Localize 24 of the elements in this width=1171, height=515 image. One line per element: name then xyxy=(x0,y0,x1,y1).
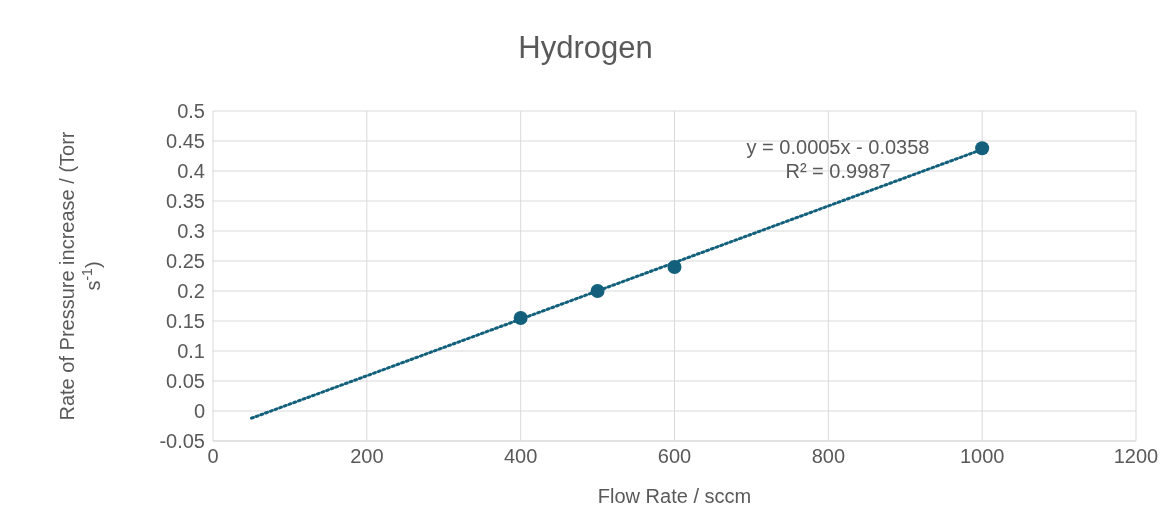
y-tick-label: 0.5 xyxy=(177,100,205,123)
x-tick-label: 600 xyxy=(657,445,692,468)
y-tick-label: 0.15 xyxy=(166,310,205,333)
x-tick-label: 400 xyxy=(503,445,538,468)
x-tick-label: 200 xyxy=(350,445,384,468)
annotation: y = 0.0005x - 0.0358 xyxy=(745,136,931,159)
y-tick-label: 0 xyxy=(193,400,205,423)
y-tick-label: 0.35 xyxy=(166,190,205,213)
annotation: R² = 0.9987 xyxy=(784,160,892,183)
y-tick-label: 0.45 xyxy=(166,130,205,153)
x-axis-title: Flow Rate / sccm xyxy=(597,485,752,507)
chart-title: Hydrogen xyxy=(517,30,654,66)
y-tick-label: 0.1 xyxy=(177,340,205,363)
y-tick-label: -0.05 xyxy=(159,430,205,453)
y-tick-label: 0.05 xyxy=(166,370,205,393)
y-tick-label: 0.4 xyxy=(177,160,205,183)
y-tick-label: 0.3 xyxy=(177,220,205,243)
x-tick-label: 800 xyxy=(811,445,846,468)
x-tick-label: 1200 xyxy=(1113,445,1159,468)
x-tick-label: 0 xyxy=(207,445,219,468)
x-tick-label: 1000 xyxy=(959,445,1005,468)
y-tick-label: 0.25 xyxy=(166,250,205,273)
y-tick-label: 0.2 xyxy=(177,280,205,303)
point xyxy=(975,141,990,156)
